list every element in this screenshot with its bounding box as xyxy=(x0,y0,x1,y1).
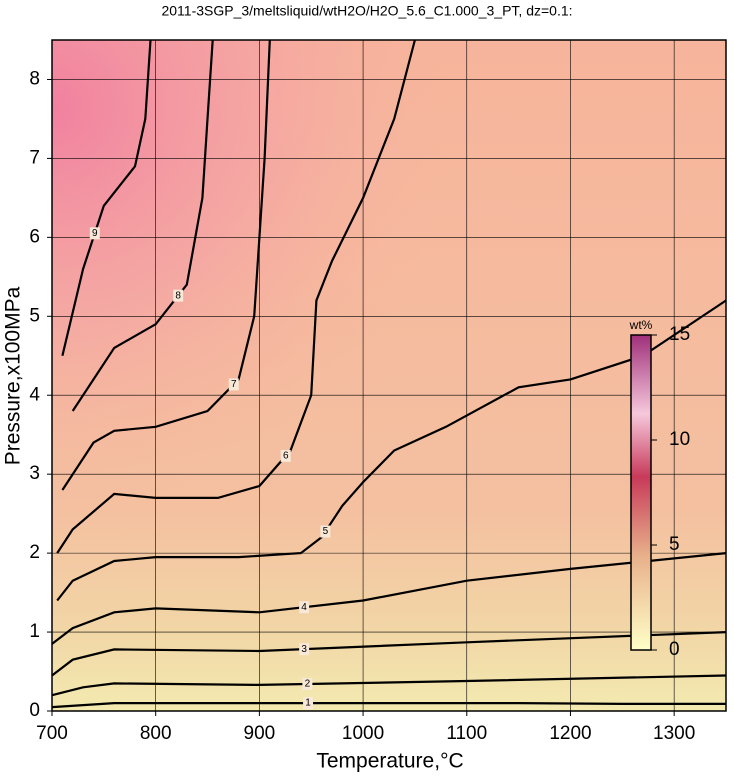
contour-label: 9 xyxy=(92,228,98,239)
x-tick-label: 700 xyxy=(36,723,68,744)
contour-label: 6 xyxy=(283,451,289,462)
x-tick-label: 1300 xyxy=(653,723,695,744)
x-tick-label: 900 xyxy=(244,723,276,744)
contour-label: 5 xyxy=(323,526,329,537)
colorbar-tick-label: 5 xyxy=(669,534,680,555)
contour-label-bg xyxy=(320,525,331,538)
x-tick-label: 800 xyxy=(140,723,172,744)
contour-label: 7 xyxy=(231,379,237,390)
contour-label-bg xyxy=(299,643,310,656)
x-axis-label: Temperature,°C xyxy=(316,750,463,773)
contour-label: 8 xyxy=(175,290,181,301)
contour-label: 1 xyxy=(305,698,311,709)
contour-line xyxy=(51,552,727,645)
contour-line xyxy=(51,631,727,677)
x-tick-label: 1000 xyxy=(342,723,384,744)
contour-line xyxy=(61,39,152,357)
y-tick-label: 8 xyxy=(29,68,40,89)
contour-line xyxy=(61,39,271,491)
colorbar-tick-label: 15 xyxy=(669,324,690,345)
y-tick-label: 2 xyxy=(29,542,40,563)
x-tick-label: 1200 xyxy=(549,723,591,744)
y-axis-label: Pressure,x100MPa xyxy=(2,286,25,465)
colorbar-tick-label: 0 xyxy=(669,639,680,660)
contour-label: 4 xyxy=(301,602,307,613)
contour-label: 2 xyxy=(305,679,311,690)
y-tick-label: 5 xyxy=(29,305,40,326)
colorbar-label: wt% xyxy=(629,318,653,332)
chart-title: 2011-3SGP_3/meltsliquid/wtH2O/H2O_5.6_C1… xyxy=(161,3,572,19)
colorbar-tick-label: 10 xyxy=(669,429,690,450)
field-fill xyxy=(52,40,726,711)
plot-frame xyxy=(51,39,727,712)
contour-label-bg xyxy=(299,601,310,614)
contour-line xyxy=(51,702,726,709)
contour-label-bg xyxy=(303,697,314,710)
contour-line xyxy=(51,674,727,697)
y-tick-label: 4 xyxy=(29,384,40,405)
y-tick-label: 0 xyxy=(29,700,40,721)
plot-area: 1 2 3 4 5 6 7 8 9 xyxy=(51,39,727,712)
contour-label-bg xyxy=(280,449,291,462)
contour-label-bg xyxy=(89,227,100,240)
y-tick-label: 6 xyxy=(29,226,40,247)
colorbar xyxy=(630,334,652,651)
contour-label: 3 xyxy=(301,644,307,655)
y-tick-label: 1 xyxy=(29,621,40,642)
y-tick-label: 3 xyxy=(29,463,40,484)
contour-line xyxy=(56,299,727,602)
contour-line xyxy=(71,39,214,412)
x-tick-label: 1100 xyxy=(446,723,487,744)
y-tick-label: 7 xyxy=(29,147,40,168)
contour-label-bg xyxy=(173,289,184,302)
contour-label-bg xyxy=(302,678,313,691)
contour-label-bg xyxy=(228,378,239,391)
